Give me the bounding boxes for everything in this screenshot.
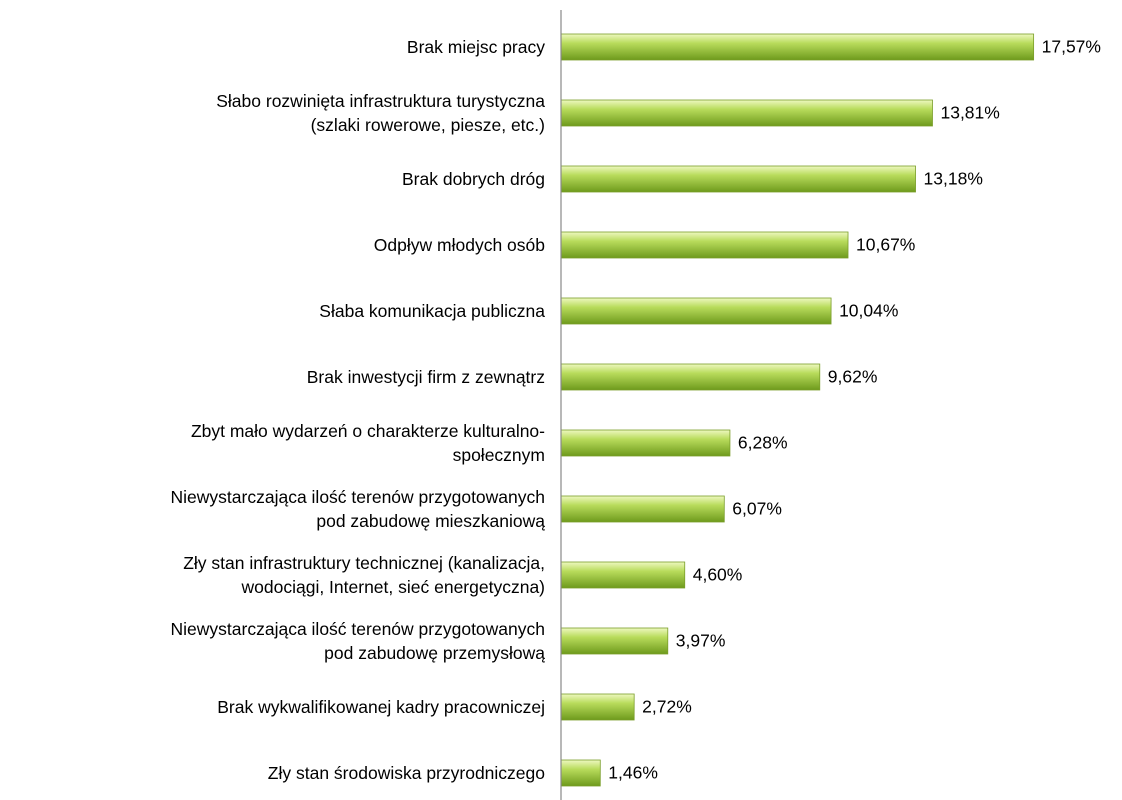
bar [560,231,849,259]
bar [560,99,933,127]
bar [560,495,725,523]
value-label: 10,67% [856,234,916,255]
category-label: Brak dobrych dróg [402,169,545,189]
value-label: 2,72% [642,696,692,717]
value-label: 4,60% [692,564,743,585]
category-label: Brak miejsc pracy [406,37,545,57]
category-label: Zły stan infrastruktury technicznej (kan… [183,553,545,597]
value-label: 6,28% [737,432,788,453]
bar [560,561,686,589]
value-label: 13,81% [940,102,1000,123]
category-label: Słaba komunikacja publiczna [319,301,545,321]
value-label: 6,07% [732,498,782,519]
bar [560,297,832,325]
bar [560,429,731,457]
bar [560,33,1035,61]
category-label: Odpływ młodych osób [373,235,545,255]
bar [560,627,669,655]
category-label: Słabo rozwinięta infrastruktura turystyc… [216,91,545,135]
bar [560,363,821,391]
category-label: Niewystarczająca ilość terenów przygotow… [170,487,545,531]
category-label: Zły stan środowiska przyrodniczego [267,763,545,783]
bar [560,165,916,193]
category-label: Niewystarczająca ilość terenów przygotow… [170,619,545,663]
value-label: 13,18% [923,168,983,189]
bar [560,759,601,787]
value-label: 1,46% [608,762,658,783]
bar [560,693,635,721]
value-label: 3,97% [675,630,726,651]
value-label: 10,04% [839,300,899,321]
category-label: Zbyt mało wydarzeń o charakterze kultura… [190,421,545,465]
category-label: Brak inwestycji firm z zewnątrz [306,367,545,387]
value-label: 9,62% [827,366,878,387]
value-label: 17,57% [1041,36,1101,57]
category-label: Brak wykwalifikowanej kadry pracowniczej [217,697,545,717]
